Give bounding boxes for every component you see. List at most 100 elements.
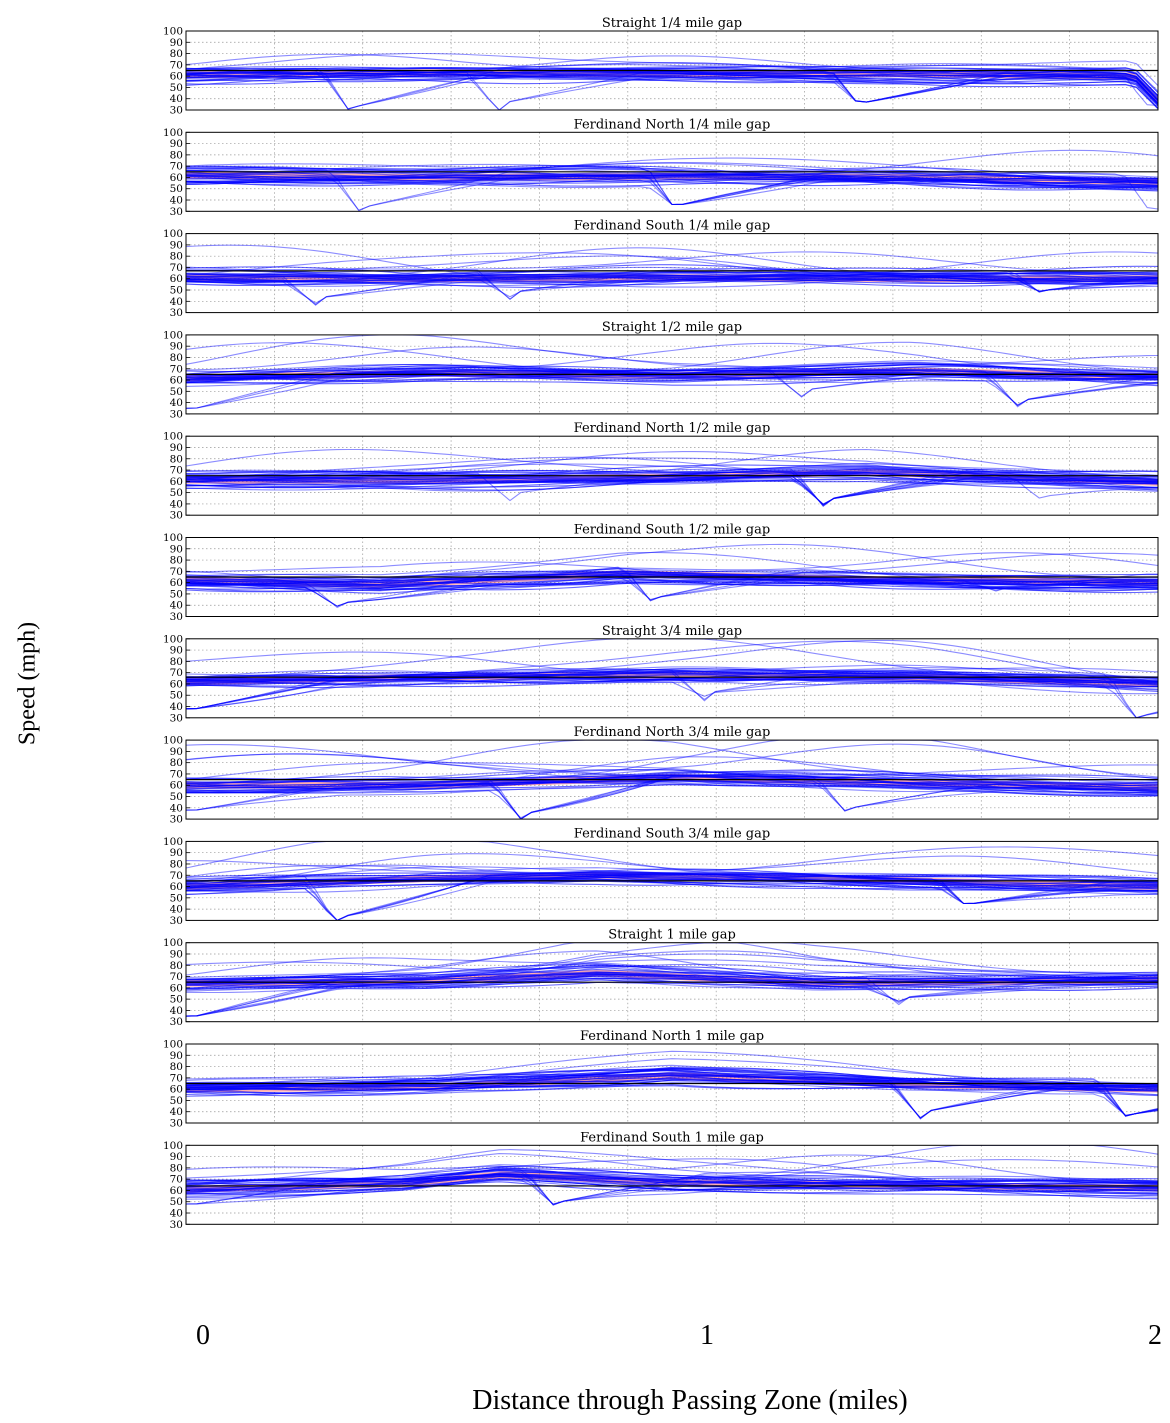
y-tick-label: 30 — [170, 510, 183, 522]
speed-trace — [186, 251, 1158, 278]
y-tick-label: 30 — [170, 1118, 183, 1130]
speed-trace — [186, 67, 1158, 105]
y-tick-label: 90 — [170, 746, 183, 758]
y-tick-label: 40 — [170, 93, 183, 105]
speed-trace — [186, 1171, 1158, 1189]
y-tick-label: 70 — [170, 1174, 183, 1186]
speed-trace — [186, 1070, 1158, 1117]
speed-trace — [186, 672, 1158, 710]
speed-trace — [186, 367, 1158, 381]
speed-trace — [186, 568, 1158, 609]
y-tick-label: 100 — [163, 633, 183, 645]
speed-trace — [186, 1179, 1158, 1205]
speed-trace — [186, 1074, 1158, 1097]
y-tick-label: 90 — [170, 543, 183, 555]
speed-trace — [186, 771, 1158, 787]
y-tick-label: 40 — [170, 195, 183, 207]
axes-frame — [185, 638, 1159, 719]
x-axis-label: Distance through Passing Zone (miles) — [472, 1385, 908, 1416]
speed-trace — [186, 173, 1158, 211]
y-tick-label: 100 — [163, 735, 183, 747]
speed-trace — [186, 965, 1158, 984]
speed-trace — [186, 166, 1158, 206]
speed-trace — [186, 1173, 1158, 1192]
plot-area — [186, 149, 1158, 212]
speed-trace — [186, 762, 1158, 793]
speed-trace — [186, 266, 1158, 293]
y-tick-label: 100 — [163, 26, 183, 38]
y-tick-label: 50 — [170, 791, 183, 803]
y-tick-label: 70 — [170, 667, 183, 679]
speed-trace — [186, 1084, 1158, 1091]
y-tick-label: 60 — [170, 71, 183, 83]
speed-trace — [186, 1179, 1158, 1205]
y-tick-label: 60 — [170, 476, 183, 488]
y-tick-label: 50 — [170, 487, 183, 499]
speed-trace — [186, 1081, 1158, 1119]
speed-trace — [186, 639, 1158, 685]
y-tick-label: 40 — [170, 397, 183, 409]
y-tick-label: 60 — [170, 678, 183, 690]
y-tick-label: 70 — [170, 870, 183, 882]
y-tick-label: 70 — [170, 566, 183, 578]
plot-area — [186, 841, 1158, 921]
plot-area — [186, 1145, 1158, 1206]
speed-trace — [186, 468, 1158, 507]
plot-area — [186, 740, 1158, 820]
speed-trace — [186, 1174, 1158, 1197]
speed-trace — [186, 1064, 1158, 1119]
axes-frame — [185, 840, 1159, 921]
y-tick-label: 80 — [170, 858, 183, 870]
speed-trace — [186, 846, 1158, 885]
speed-trace — [186, 477, 1158, 485]
speed-band — [186, 1171, 1158, 1193]
speed-trace — [186, 874, 1158, 892]
y-tick-label: 50 — [170, 892, 183, 904]
speed-trace — [186, 570, 1158, 582]
speed-trace — [186, 275, 1158, 287]
y-tick-label: 30 — [170, 206, 183, 218]
speed-trace — [186, 1071, 1158, 1117]
speed-trace — [186, 476, 1158, 505]
speed-trace — [186, 957, 1158, 986]
speed-trace — [186, 69, 1158, 104]
subplot-title: Ferdinand South 1 mile gap — [580, 1130, 764, 1145]
speed-trace — [186, 1149, 1158, 1187]
speed-trace — [186, 575, 1158, 594]
speed-trace — [186, 74, 1158, 110]
y-tick-label: 50 — [170, 588, 183, 600]
y-tick-label: 100 — [163, 329, 183, 341]
y-tick-label: 30 — [170, 1016, 183, 1028]
speed-trace — [186, 456, 1158, 484]
y-tick-label: 60 — [170, 273, 183, 285]
y-tick-label: 40 — [170, 802, 183, 814]
speed-trace — [186, 871, 1158, 905]
y-tick-label: 60 — [170, 1084, 183, 1096]
speed-trace — [186, 773, 1158, 786]
speed-trace — [186, 879, 1158, 892]
speed-trace — [186, 477, 1158, 489]
subplot-title: Ferdinand North 1/2 mile gap — [574, 421, 771, 436]
speed-trace — [186, 1075, 1158, 1088]
y-tick-label: 60 — [170, 375, 183, 387]
speed-trace — [186, 468, 1158, 486]
speed-trace — [186, 551, 1158, 581]
axes-frame — [185, 1144, 1159, 1225]
speed-trace — [186, 62, 1158, 100]
y-tick-label: 40 — [170, 904, 183, 916]
y-tick-label: 80 — [170, 757, 183, 769]
y-tick-label: 30 — [170, 307, 183, 319]
subplot-title: Ferdinand North 3/4 mile gap — [574, 725, 771, 740]
speed-trace — [186, 268, 1158, 301]
speed-trace — [186, 1067, 1158, 1120]
y-tick-label: 40 — [170, 1208, 183, 1220]
